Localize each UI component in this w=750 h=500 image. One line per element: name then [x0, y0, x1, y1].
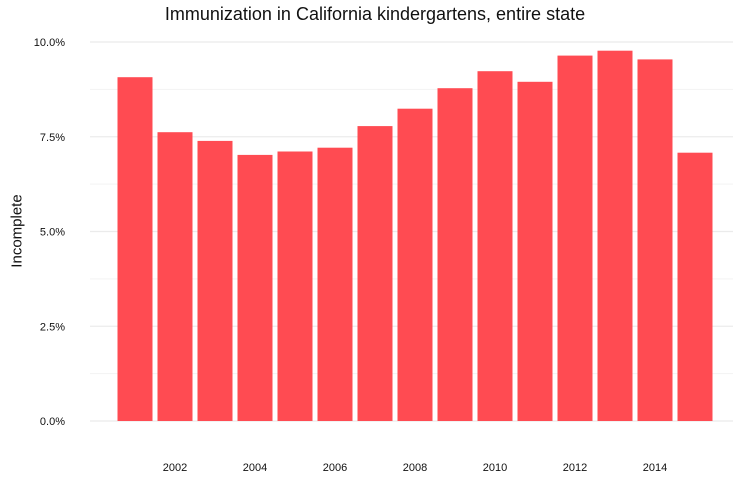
x-tick-label: 2014: [643, 462, 667, 474]
chart-title: Immunization in California kindergartens…: [164, 4, 586, 24]
bar-2001: [117, 77, 153, 421]
y-tick-label: 10.0%: [34, 37, 65, 49]
y-tick-label: 5.0%: [40, 227, 65, 239]
x-tick-label: 2012: [563, 462, 587, 474]
bar-2008: [397, 108, 433, 421]
bar-2002: [157, 132, 193, 421]
bar-2014: [637, 59, 673, 422]
bar-2009: [437, 88, 473, 421]
bar-2015: [677, 152, 713, 421]
y-tick-label: 2.5%: [40, 321, 65, 333]
bar-2005: [277, 151, 313, 421]
x-tick-label: 2002: [163, 462, 187, 474]
bar-2012: [557, 55, 593, 421]
x-tick-label: 2006: [323, 462, 347, 474]
x-tick-label: 2010: [483, 462, 507, 474]
bar-2010: [477, 71, 513, 421]
x-tick-label: 2004: [243, 462, 267, 474]
bar-2003: [197, 140, 233, 421]
bar-2004: [237, 154, 273, 421]
y-tick-label: 0.0%: [40, 416, 65, 428]
x-tick-label: 2008: [403, 462, 427, 474]
bar-2006: [317, 147, 353, 421]
y-tick-label: 7.5%: [40, 132, 65, 144]
bar-2013: [597, 50, 633, 421]
bar-2011: [517, 81, 553, 422]
bar-2007: [357, 126, 393, 421]
